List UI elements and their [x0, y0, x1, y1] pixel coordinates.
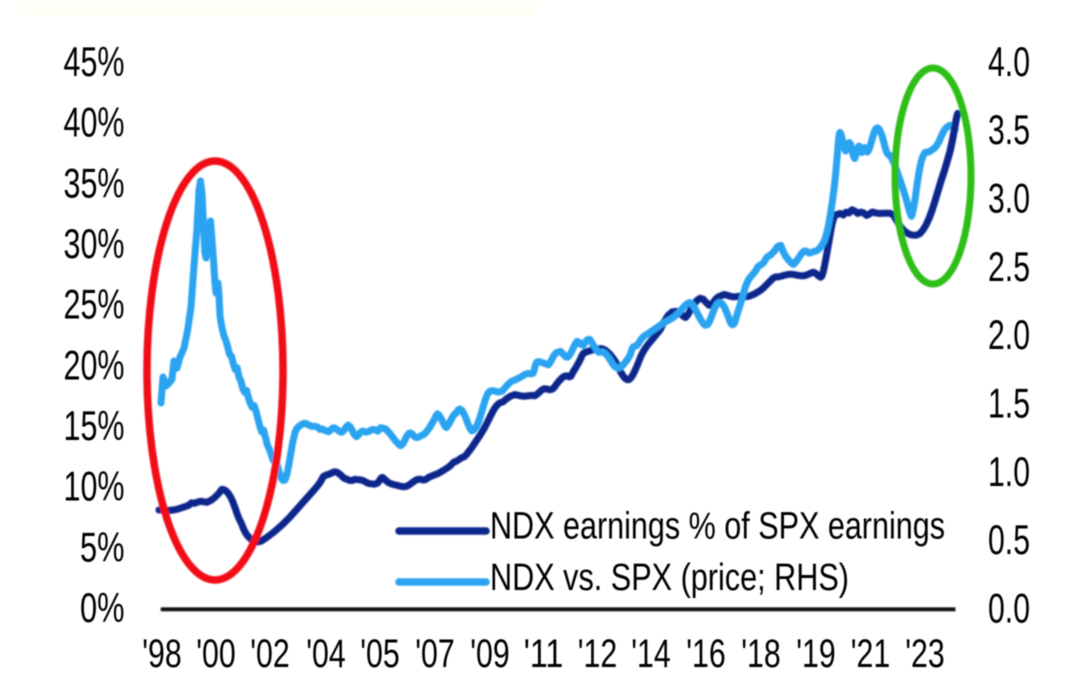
svg-text:0.0: 0.0	[988, 584, 1030, 631]
svg-text:'12: '12	[578, 632, 618, 676]
svg-text:45%: 45%	[64, 38, 125, 85]
svg-text:1.0: 1.0	[988, 448, 1030, 495]
svg-text:'16: '16	[686, 632, 726, 676]
svg-text:0.5: 0.5	[988, 516, 1030, 563]
svg-text:'11: '11	[524, 632, 564, 676]
svg-text:10%: 10%	[64, 463, 125, 510]
svg-text:'09: '09	[470, 632, 510, 676]
svg-text:2.0: 2.0	[988, 311, 1030, 358]
svg-text:'05: '05	[360, 632, 400, 676]
svg-text:'21: '21	[851, 632, 891, 676]
svg-text:20%: 20%	[64, 341, 125, 388]
svg-text:'07: '07	[415, 632, 455, 676]
svg-text:3.0: 3.0	[988, 174, 1030, 221]
svg-text:30%: 30%	[64, 220, 125, 267]
svg-text:2.5: 2.5	[988, 243, 1030, 290]
svg-text:'23: '23	[905, 632, 945, 676]
svg-text:3.5: 3.5	[988, 106, 1030, 153]
svg-text:40%: 40%	[64, 99, 125, 146]
svg-text:'18: '18	[741, 632, 781, 676]
svg-text:15%: 15%	[64, 402, 125, 449]
svg-text:1.5: 1.5	[988, 379, 1030, 426]
svg-text:NDX earnings % of SPX earnings: NDX earnings % of SPX earnings	[490, 506, 945, 548]
svg-text:25%: 25%	[64, 281, 125, 328]
svg-text:5%: 5%	[80, 523, 125, 570]
svg-text:'04: '04	[306, 632, 346, 676]
svg-text:35%: 35%	[64, 159, 125, 206]
svg-text:'14: '14	[631, 632, 671, 676]
svg-text:'19: '19	[796, 632, 836, 676]
svg-text:4.0: 4.0	[988, 38, 1030, 85]
svg-text:'98: '98	[142, 632, 182, 676]
svg-text:NDX vs. SPX (price; RHS): NDX vs. SPX (price; RHS)	[490, 557, 849, 599]
svg-text:0%: 0%	[80, 584, 125, 631]
svg-text:'02: '02	[250, 632, 290, 676]
svg-text:'00: '00	[196, 632, 236, 676]
